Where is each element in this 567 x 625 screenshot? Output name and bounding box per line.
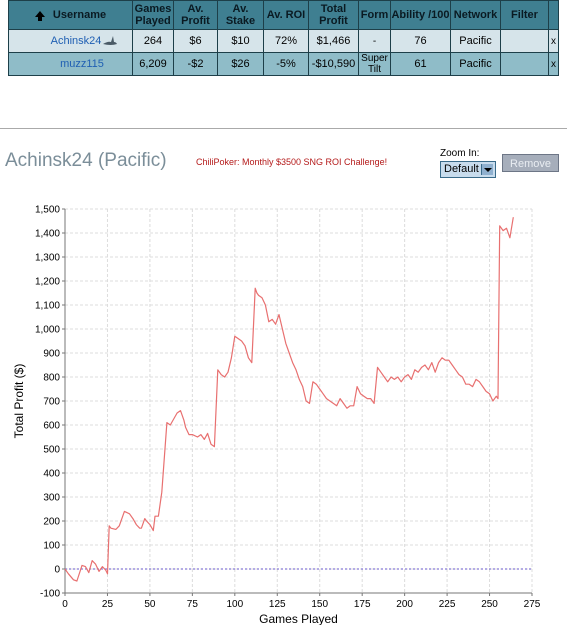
header-username-label: Username	[52, 9, 107, 21]
y-tick-label: -100	[40, 589, 60, 600]
cell-games: 6,209	[132, 52, 174, 76]
username-link[interactable]: muzz115	[60, 58, 104, 70]
y-tick-label: 100	[43, 541, 60, 552]
y-tick-label: 1,400	[35, 229, 60, 240]
remove-row-button[interactable]: x	[548, 29, 559, 53]
y-tick-label: 900	[43, 349, 60, 360]
header-ability[interactable]: Ability /100	[390, 0, 451, 30]
header-network[interactable]: Network	[450, 0, 501, 30]
remove-row-button[interactable]: x	[548, 52, 559, 76]
cell-form: -	[358, 29, 391, 53]
header-filter[interactable]: Filter	[500, 0, 549, 30]
y-tick-label: 1,300	[35, 253, 60, 264]
cell-username[interactable]: muzz115	[8, 52, 133, 76]
x-tick-label: 200	[396, 599, 413, 610]
cell-total-profit: $1,466	[308, 29, 359, 53]
cell-total-profit: -$10,590	[308, 52, 359, 76]
cell-av-roi: 72%	[263, 29, 309, 53]
zoom-select-value: Default	[444, 163, 479, 175]
y-tick-label: 500	[43, 445, 60, 456]
cell-network[interactable]: Pacific	[450, 52, 501, 76]
chart-grid	[64, 208, 533, 594]
cell-av-roi: -5%	[263, 52, 309, 76]
y-tick-label: 600	[43, 421, 60, 432]
table-header-row: Username Games Played Av. Profit Av. Sta…	[8, 0, 559, 30]
cell-av-profit: -$2	[173, 52, 218, 76]
header-av-roi[interactable]: Av. ROI	[263, 0, 309, 30]
y-tick-label: 1,000	[35, 325, 60, 336]
y-tick-label: 1,100	[35, 301, 60, 312]
y-tick-label: 800	[43, 373, 60, 384]
y-tick-label: 1,500	[35, 205, 60, 216]
table-row[interactable]: muzz115 6,209 -$2 $26 -5% -$10,590 Super…	[8, 52, 559, 76]
remove-button[interactable]: Remove	[502, 154, 559, 172]
cell-filter[interactable]	[500, 52, 549, 76]
chart-series	[64, 217, 514, 582]
player-title: Achinsk24 (Pacific)	[5, 150, 167, 171]
cell-av-profit: $6	[173, 29, 218, 53]
x-tick-label: 0	[62, 599, 68, 610]
cell-ability: 76	[390, 29, 451, 53]
header-remove	[548, 0, 559, 30]
x-tick-label: 100	[226, 599, 243, 610]
cell-username[interactable]: Achinsk24	[8, 29, 133, 53]
y-tick-label: 200	[43, 517, 60, 528]
series-line-0	[64, 217, 514, 582]
cell-network[interactable]: Pacific	[450, 29, 501, 53]
players-table-container: Username Games Played Av. Profit Av. Sta…	[8, 0, 559, 76]
x-tick-label: 125	[269, 599, 286, 610]
sort-up-arrow-icon[interactable]	[34, 11, 45, 22]
table-row[interactable]: Achinsk24 264 $6 $10 72% $1,466 - 76 Pac…	[8, 29, 559, 53]
x-tick-label: 50	[144, 599, 156, 610]
cell-ability: 61	[390, 52, 451, 76]
challenge-link[interactable]: ChiliPoker: Monthly $3500 SNG ROI Challe…	[196, 157, 388, 167]
y-tick-label: 700	[43, 397, 60, 408]
y-tick-label: 0	[54, 565, 60, 576]
chevron-down-icon[interactable]	[481, 164, 493, 175]
y-axis-label: Total Profit ($)	[12, 364, 26, 439]
cell-av-stake: $26	[217, 52, 264, 76]
x-tick-label: 250	[481, 599, 498, 610]
header-form[interactable]: Form	[358, 0, 391, 30]
x-axis-label: Games Played	[259, 612, 338, 625]
header-games-played[interactable]: Games Played	[132, 0, 174, 30]
cell-form[interactable]: Super Tilt	[358, 52, 391, 76]
cell-games: 264	[132, 29, 174, 53]
x-tick-label: 225	[439, 599, 456, 610]
x-tick-label: 275	[524, 599, 541, 610]
username-link[interactable]: Achinsk24	[50, 34, 102, 47]
x-tick-label: 175	[354, 599, 371, 610]
y-tick-label: 1,200	[35, 277, 60, 288]
cell-av-stake: $10	[217, 29, 264, 53]
shark-icon	[103, 36, 118, 46]
x-tick-label: 150	[311, 599, 328, 610]
x-tick-label: 25	[102, 599, 114, 610]
cell-filter[interactable]	[500, 29, 549, 53]
y-tick-label: 400	[43, 469, 60, 480]
header-av-profit[interactable]: Av. Profit	[173, 0, 218, 30]
players-table: Username Games Played Av. Profit Av. Sta…	[8, 0, 559, 76]
zoom-label: Zoom In:	[440, 148, 480, 159]
y-tick-label: 300	[43, 493, 60, 504]
section-divider	[0, 128, 567, 129]
header-username[interactable]: Username	[8, 0, 133, 30]
profit-chart: 0 25 50 75 100 125 150 175 200 225 250 275-10001002…	[12, 205, 541, 625]
chart-ticks: 0 25 50 75 100 125 150 175 200 225 250 275-10001002…	[35, 205, 541, 611]
header-av-stake[interactable]: Av. Stake	[217, 0, 264, 30]
zoom-select[interactable]: Default	[440, 161, 496, 178]
x-tick-label: 75	[187, 599, 199, 610]
header-total-profit[interactable]: Total Profit	[308, 0, 359, 30]
